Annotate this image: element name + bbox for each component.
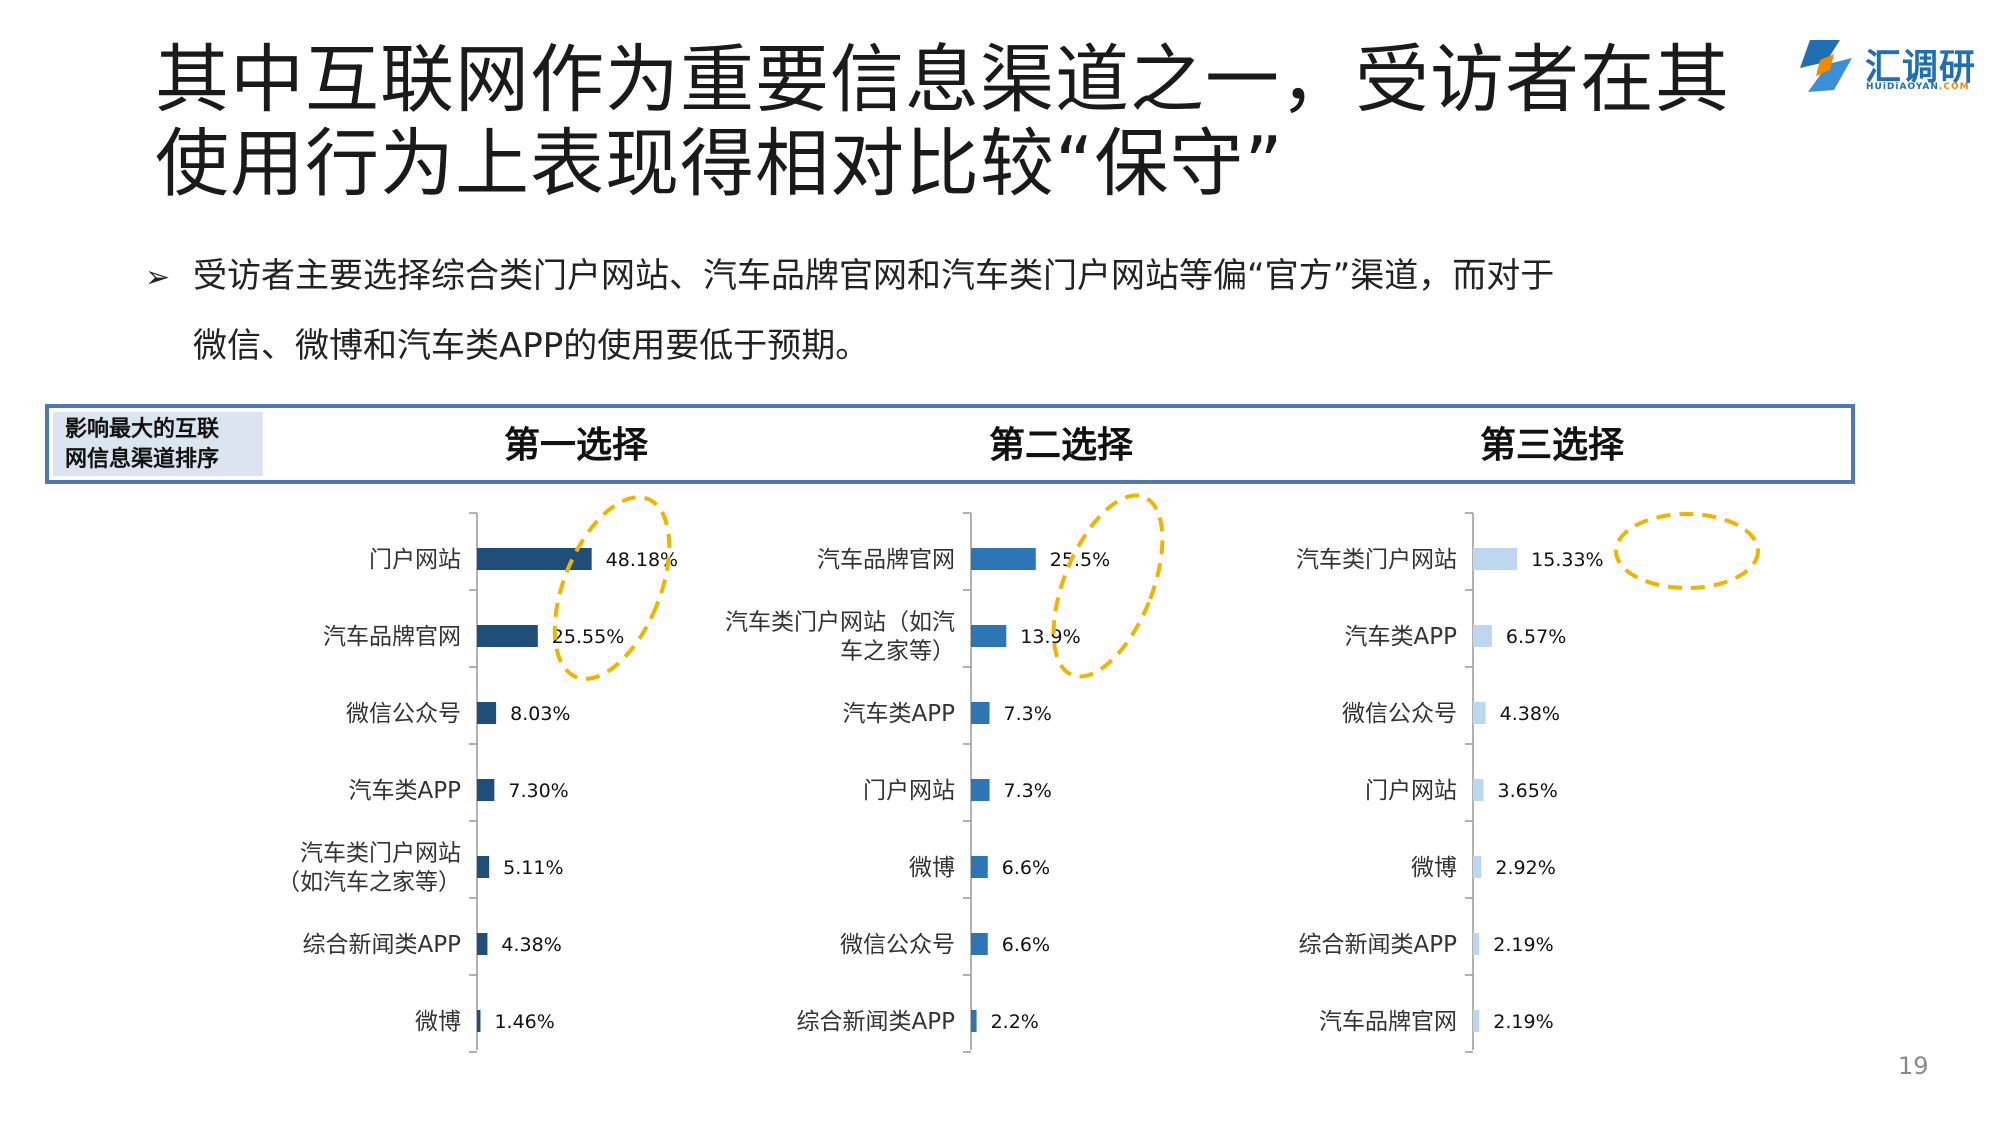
logo-sub-main: HUiDiAOYAN bbox=[1866, 82, 1939, 92]
bar-third-1 bbox=[1473, 548, 1518, 570]
category-label: 汽车品牌官网 bbox=[817, 547, 955, 573]
category-label: 综合新闻类APP bbox=[1299, 932, 1458, 958]
category-label: 汽车类门户网站 bbox=[300, 841, 461, 867]
category-label: 门户网站 bbox=[863, 778, 955, 804]
data-label: 2.19% bbox=[1493, 1011, 1553, 1033]
bar-second-6 bbox=[971, 933, 988, 955]
category-label: 汽车类门户网站 bbox=[1296, 547, 1457, 573]
ranking-label: 影响最大的互联 网信息渠道排序 bbox=[53, 412, 263, 476]
bar-first-4 bbox=[477, 779, 495, 801]
data-label: 2.19% bbox=[1493, 934, 1553, 956]
data-label: 3.65% bbox=[1498, 780, 1558, 802]
data-label: 2.2% bbox=[991, 1011, 1039, 1033]
data-label: 6.6% bbox=[1002, 857, 1050, 879]
arrow-bullet-icon: ➢ bbox=[145, 260, 171, 295]
bar-second-5 bbox=[971, 856, 988, 878]
bullet-paragraph: ➢ 受访者主要选择综合类门户网站、汽车品牌官网和汽车类门户网站等偏“官方”渠道，而… bbox=[145, 242, 1745, 380]
bar-second-3 bbox=[971, 702, 990, 724]
category-label: 微博 bbox=[1411, 855, 1457, 881]
data-label: 48.18% bbox=[606, 549, 678, 571]
header-first-choice: 第一选择 bbox=[503, 425, 649, 466]
highlight-ellipse bbox=[552, 495, 672, 681]
category-label: 门户网站 bbox=[1365, 778, 1457, 804]
category-label: 微博 bbox=[909, 855, 955, 881]
category-label: 汽车品牌官网 bbox=[323, 624, 461, 650]
bar-third-5 bbox=[1473, 856, 1482, 878]
data-label: 25.5% bbox=[1050, 549, 1110, 571]
data-label: 1.46% bbox=[494, 1011, 554, 1033]
bar-first-1 bbox=[477, 548, 592, 570]
category-label: 微博 bbox=[415, 1009, 461, 1035]
bar-third-7 bbox=[1473, 1010, 1480, 1032]
data-label: 7.3% bbox=[1004, 780, 1052, 802]
chart-second-choice: 25.5% 汽车品牌官网 13.9% 汽车类门户网站（如汽车之家等） 7.3% 汽车类AP… bbox=[725, 512, 1110, 1053]
category-label: 门户网站 bbox=[369, 547, 461, 573]
bar-third-2 bbox=[1473, 625, 1492, 647]
logo-subtext: HUiDiAOYAN.COM bbox=[1866, 82, 1970, 92]
bar-third-6 bbox=[1473, 933, 1480, 955]
bar-second-4 bbox=[971, 779, 990, 801]
category-label: 微信公众号 bbox=[840, 932, 955, 958]
bar-second-7 bbox=[971, 1010, 977, 1032]
chart-first-choice: 48.18% 门户网站 25.55% 汽车品牌官网 8.03% 微信公众号 7.30% 汽车类… bbox=[277, 512, 678, 1053]
highlight-ellipse bbox=[1614, 512, 1760, 590]
category-label: 综合新闻类APP bbox=[303, 932, 462, 958]
category-label: 微信公众号 bbox=[346, 701, 461, 727]
category-label: 综合新闻类APP bbox=[797, 1009, 956, 1035]
title-line-1: 其中互联网作为重要信息渠道之一，受访者在其 bbox=[155, 37, 1730, 123]
logo-icon bbox=[1800, 40, 1852, 92]
data-label: 6.57% bbox=[1506, 626, 1566, 648]
data-label: 13.9% bbox=[1020, 626, 1080, 648]
ranking-header: 影响最大的互联 网信息渠道排序 第一选择 第二选择 第三选择 bbox=[45, 404, 1855, 484]
bar-first-7 bbox=[477, 1010, 481, 1032]
data-label: 4.38% bbox=[501, 934, 561, 956]
bullet-text-1: 受访者主要选择综合类门户网站、汽车品牌官网和汽车类门户网站等偏“官方”渠道，而对… bbox=[193, 256, 1555, 296]
data-label: 7.3% bbox=[1004, 703, 1052, 725]
bullet-line-1: ➢ 受访者主要选择综合类门户网站、汽车品牌官网和汽车类门户网站等偏“官方”渠道，而… bbox=[145, 242, 1745, 312]
category-label: （如汽车之家等） bbox=[277, 870, 461, 896]
header-second-choice: 第二选择 bbox=[988, 425, 1134, 466]
category-label: 微信公众号 bbox=[1342, 701, 1457, 727]
bar-third-4 bbox=[1473, 779, 1484, 801]
chart-third-choice: 15.33% 汽车类门户网站 6.57% 汽车类APP 4.38% 微信公众号 3.65% 门… bbox=[1296, 512, 1604, 1053]
category-label: 车之家等） bbox=[840, 639, 955, 665]
highlight-ellipse bbox=[1051, 493, 1165, 679]
logo-sub-accent: .COM bbox=[1938, 82, 1970, 92]
bar-first-6 bbox=[477, 933, 488, 955]
data-label: 6.6% bbox=[1002, 934, 1050, 956]
logo-wordmark: 汇调研 bbox=[1865, 47, 1977, 88]
page-number: 19 bbox=[1898, 1052, 1929, 1080]
data-label: 7.30% bbox=[508, 780, 568, 802]
data-label: 4.38% bbox=[1500, 703, 1560, 725]
bar-first-2 bbox=[477, 625, 538, 647]
category-label: 汽车类APP bbox=[843, 701, 956, 727]
bar-second-1 bbox=[971, 548, 1036, 570]
category-label: 汽车类APP bbox=[1345, 624, 1458, 650]
data-label: 2.92% bbox=[1495, 857, 1555, 879]
bullet-line-2: 微信、微博和汽车类APP的使用要低于预期。 bbox=[193, 326, 870, 366]
data-label: 8.03% bbox=[510, 703, 570, 725]
bar-first-5 bbox=[477, 856, 490, 878]
page-title: 其中互联网作为重要信息渠道之一，受访者在其 使用行为上表现得相对比较“保守” bbox=[155, 38, 1775, 206]
brand-logo: 汇调研 HUiDiAOYAN.COM bbox=[1790, 30, 1990, 110]
ranking-label-line-2: 网信息渠道排序 bbox=[65, 447, 220, 472]
ranking-label-line-1: 影响最大的互联 bbox=[65, 417, 220, 442]
bar-second-2 bbox=[971, 625, 1007, 647]
category-label: 汽车类门户网站（如汽 bbox=[725, 610, 955, 636]
bar-third-3 bbox=[1473, 702, 1486, 724]
data-label: 5.11% bbox=[503, 857, 563, 879]
bar-first-3 bbox=[477, 702, 497, 724]
title-line-2: 使用行为上表现得相对比较“保守” bbox=[155, 121, 1284, 207]
data-label: 25.55% bbox=[552, 626, 624, 648]
header-third-choice: 第三选择 bbox=[1479, 425, 1625, 466]
category-label: 汽车品牌官网 bbox=[1319, 1009, 1457, 1035]
category-label: 汽车类APP bbox=[349, 778, 462, 804]
data-label: 15.33% bbox=[1531, 549, 1603, 571]
